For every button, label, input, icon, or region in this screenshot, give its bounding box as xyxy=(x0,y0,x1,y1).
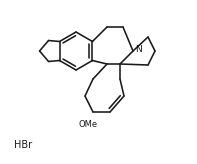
Text: OMe: OMe xyxy=(78,120,98,129)
Text: HBr: HBr xyxy=(14,140,32,150)
Text: N: N xyxy=(135,45,142,54)
